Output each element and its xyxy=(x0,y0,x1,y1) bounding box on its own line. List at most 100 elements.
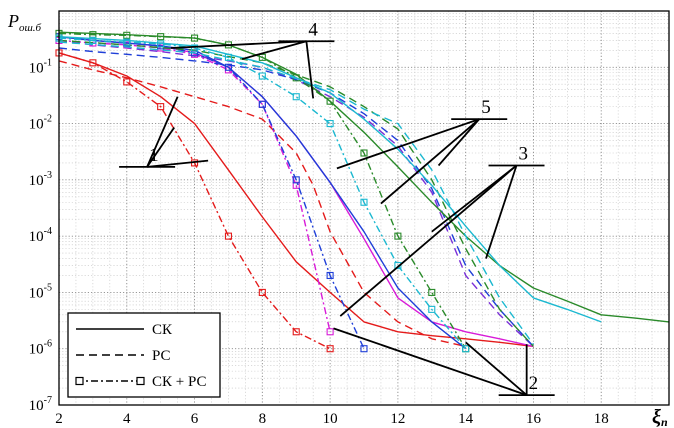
series-line xyxy=(58,32,467,350)
series-marker xyxy=(292,176,300,184)
leader-line xyxy=(333,327,527,396)
y-tick-exponent: -2 xyxy=(44,114,52,125)
series-marker xyxy=(326,97,334,105)
series-line xyxy=(58,36,365,349)
leader-line xyxy=(485,165,518,259)
series-marker xyxy=(157,103,165,111)
y-axis-label-main: P xyxy=(7,11,19,31)
legend-item: РС xyxy=(76,348,171,364)
series-line xyxy=(58,39,534,347)
curve-group-number: 2 xyxy=(529,373,539,394)
y-axis-label: Pош.б xyxy=(7,11,42,34)
curve-group-number: 5 xyxy=(481,97,491,118)
series-marker xyxy=(258,53,266,61)
x-axis-label: ξп xyxy=(652,406,668,428)
series-marker xyxy=(157,33,165,41)
legend-label: СК xyxy=(152,322,173,338)
series-line xyxy=(58,60,466,348)
y-tick-exponent: -6 xyxy=(44,339,52,350)
x-tick-label: 12 xyxy=(390,411,405,427)
legend-marker xyxy=(75,376,84,386)
series-layer xyxy=(55,29,670,353)
curve-group-label-3: 3 xyxy=(339,143,545,317)
leader-line xyxy=(147,159,209,168)
series-marker xyxy=(428,288,436,296)
y-tick-mantissa: 10 xyxy=(29,117,44,133)
y-tick-label: 10-3 xyxy=(29,170,52,189)
series-marker xyxy=(326,345,334,353)
series-5-solid xyxy=(58,36,602,323)
leader-line xyxy=(380,118,480,205)
series-line xyxy=(58,36,602,323)
x-tick-label: 6 xyxy=(191,411,199,427)
series-line xyxy=(58,37,467,350)
series-marker xyxy=(123,38,131,46)
leader-line xyxy=(336,118,480,170)
x-tick-label: 4 xyxy=(123,411,131,427)
series-marker xyxy=(157,40,165,48)
y-tick-mantissa: 10 xyxy=(29,60,44,76)
series-5-dashdot xyxy=(55,34,470,353)
y-tick-label: 10-1 xyxy=(29,57,52,76)
series-marker xyxy=(191,44,199,52)
y-tick-mantissa: 10 xyxy=(29,398,44,414)
leader-line xyxy=(339,164,518,317)
curve-group-label-2: 2 xyxy=(333,327,555,396)
y-tick-exponent: -3 xyxy=(44,170,52,181)
curve-group-number: 1 xyxy=(149,145,159,166)
legend-item: СК + РС xyxy=(75,374,207,390)
series-marker xyxy=(224,63,232,71)
series-1-solid xyxy=(58,52,534,348)
curve-group-label-4: 4 xyxy=(170,19,335,99)
series-2-dashed xyxy=(58,39,534,347)
y-tick-exponent: -7 xyxy=(44,395,52,406)
series-marker xyxy=(224,232,232,240)
leader-line xyxy=(437,118,480,167)
y-axis-label-sub: ош.б xyxy=(19,22,42,34)
series-marker xyxy=(123,31,131,39)
series-4-solid xyxy=(58,31,670,323)
series-marker xyxy=(326,120,334,128)
series-marker xyxy=(360,345,368,353)
series-5-dashed xyxy=(58,41,534,345)
legend-label: СК + РС xyxy=(152,374,207,390)
series-marker xyxy=(394,232,402,240)
y-tick-exponent: -1 xyxy=(44,57,52,68)
curve-group-label-1: 1 xyxy=(119,96,209,168)
legend: СК РС СК + РС xyxy=(67,312,221,398)
series-marker xyxy=(462,345,470,353)
x-tick-label: 16 xyxy=(526,411,542,427)
x-axis-label-sub: п xyxy=(661,415,668,428)
series-3-dashdot xyxy=(55,33,368,353)
y-tick-label: 10-6 xyxy=(29,339,52,358)
legend-item: СК xyxy=(76,322,173,338)
leader-line xyxy=(465,341,528,396)
series-marker xyxy=(123,78,131,86)
curve-group-label-5: 5 xyxy=(336,97,508,205)
series-marker xyxy=(89,59,97,67)
series-marker xyxy=(292,93,300,101)
y-tick-mantissa: 10 xyxy=(29,173,44,189)
x-axis-label-main: ξ xyxy=(652,406,661,428)
series-1-dashed xyxy=(58,60,466,348)
series-3-dashed xyxy=(58,47,534,347)
leader-line xyxy=(305,41,315,99)
series-line xyxy=(58,41,534,345)
series-marker xyxy=(258,72,266,80)
x-tick-label: 2 xyxy=(55,411,63,427)
legend-marker xyxy=(136,376,145,386)
series-line xyxy=(58,39,534,347)
series-marker xyxy=(428,305,436,313)
series-line xyxy=(58,52,331,350)
series-line xyxy=(58,36,467,350)
series-marker xyxy=(191,34,199,42)
y-tick-label: 10-2 xyxy=(29,114,52,133)
x-tick-label: 8 xyxy=(259,411,267,427)
curve-group-annotations: 1 2 3 4 5 xyxy=(119,19,555,396)
series-4-dashed xyxy=(58,39,534,347)
series-line xyxy=(58,52,534,348)
y-tick-label: 10-4 xyxy=(29,226,52,245)
y-tick-label: 10-7 xyxy=(29,395,52,414)
series-marker xyxy=(394,262,402,270)
